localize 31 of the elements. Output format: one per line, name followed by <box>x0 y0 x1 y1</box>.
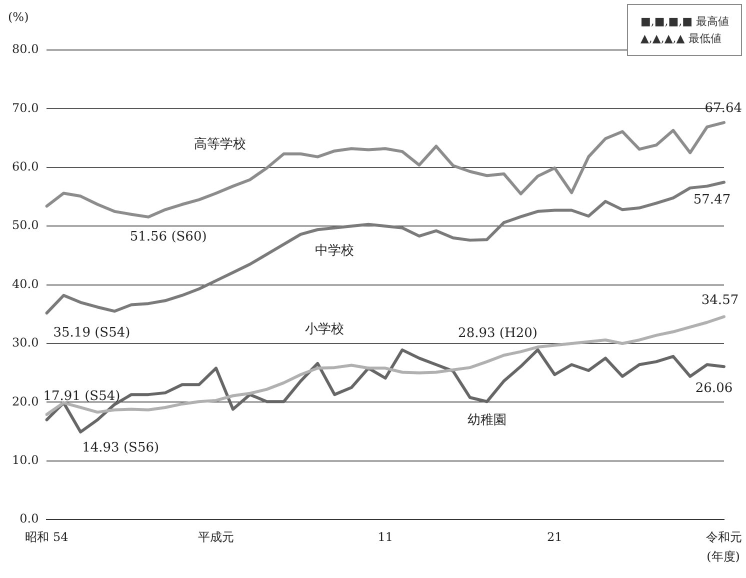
x-tick-label: 令和元 <box>706 530 742 544</box>
annotation: 67.64 <box>704 100 742 116</box>
y-tick-label: 20.0 <box>12 394 39 408</box>
text: ■,■,■,■ 最高値 <box>640 14 729 30</box>
y-tick-label: 30.0 <box>12 336 39 350</box>
x-tick-label: 昭和 54 <box>25 530 69 544</box>
y-tick-label: 50.0 <box>12 218 39 232</box>
y-axis-title: (%) <box>8 10 29 24</box>
y-tick-label: 80.0 <box>12 42 39 56</box>
x-tick-label: 平成元 <box>198 530 234 544</box>
series-label: 高等学校 <box>194 136 246 152</box>
annotation: 26.06 <box>695 381 733 396</box>
x-axis-title: (年度) <box>706 550 740 564</box>
annotation: 34.57 <box>701 293 739 308</box>
x-tick-label: 21 <box>547 530 562 544</box>
x-tick-label: 11 <box>378 530 393 544</box>
annotation: 28.93 (H20) <box>458 326 538 342</box>
text: ▲,▲,▲,▲ 最低値 <box>640 31 722 47</box>
annotation: 57.47 <box>693 192 731 208</box>
y-tick-label: 40.0 <box>12 276 39 291</box>
text: 小学校 <box>305 322 344 337</box>
annotation: 17.91 (S54) <box>43 388 120 404</box>
y-tick-label: 0.0 <box>20 512 39 526</box>
series-label: 幼稚園 <box>467 412 506 428</box>
annotation: 35.19 (S54) <box>53 325 130 340</box>
y-tick-label: 60.0 <box>12 160 39 174</box>
annotation: 14.93 (S56) <box>82 440 160 456</box>
y-tick-label: 70.0 <box>12 100 39 115</box>
annotation: 51.56 (S60) <box>130 229 207 244</box>
series-label: 中学校 <box>315 244 354 259</box>
y-tick-label: 10.0 <box>12 453 39 468</box>
